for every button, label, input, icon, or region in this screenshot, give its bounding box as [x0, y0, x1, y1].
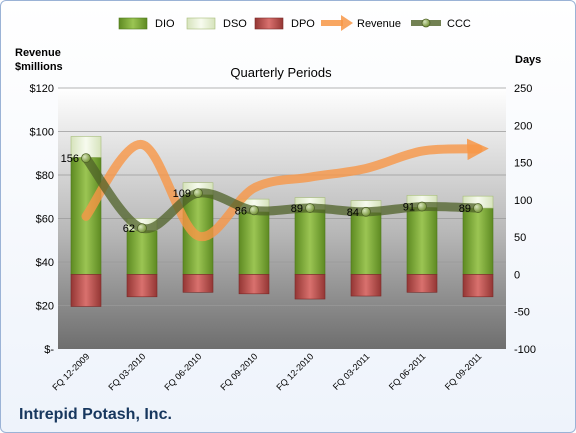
dpo-bar	[350, 274, 382, 297]
revenue-line	[81, 138, 489, 242]
dpo-bar	[294, 274, 326, 300]
data-label-layer: 156 62 109 86 89 84 91 89	[61, 153, 471, 235]
x-tick-label: FQ 09-2010	[218, 351, 259, 392]
legend-label-ccc: CCC	[447, 18, 471, 30]
legend-swatch-dpo	[254, 17, 284, 30]
x-tick-label: FQ 12-2010	[274, 351, 315, 392]
ccc-point	[305, 203, 315, 213]
dpo-bar	[238, 274, 270, 295]
left-tick-label: $100	[30, 127, 54, 139]
left-tick-label: $120	[30, 83, 54, 95]
dpo-bar	[70, 274, 102, 307]
x-tick-label: FQ 03-2010	[106, 351, 147, 392]
x-tick-label: FQ 03-2011	[331, 351, 372, 392]
legend-label-dso: DSO	[223, 18, 247, 30]
dio-bar	[406, 207, 438, 275]
ccc-data-label: 91	[403, 202, 415, 214]
x-tick-label: FQ 09-2011	[443, 351, 484, 392]
right-tick-label: 0	[514, 269, 520, 281]
legend-swatch-dso	[186, 17, 216, 30]
ccc-point	[473, 203, 483, 213]
legend-label-dio: DIO	[155, 18, 175, 30]
chart-title: Quarterly Periods	[230, 65, 332, 80]
x-tick-label: FQ 06-2010	[162, 351, 203, 392]
right-tick-label: -50	[514, 307, 530, 319]
left-tick-label: $40	[36, 257, 54, 269]
right-axis-title: Days	[515, 54, 541, 66]
left-axis-title-line1: Revenue	[15, 47, 61, 59]
ccc-point	[249, 205, 259, 216]
dpo-bar	[182, 274, 214, 293]
ccc-data-label: 89	[291, 203, 303, 215]
dio-bar	[126, 230, 158, 275]
ccc-data-label: 84	[347, 207, 359, 219]
ccc-point	[81, 153, 91, 163]
company-name: Intrepid Potash, Inc.	[19, 406, 172, 423]
dpo-bar	[126, 274, 158, 298]
left-tick-label: $20	[36, 301, 54, 313]
ccc-point	[193, 188, 203, 199]
dio-bar	[238, 211, 270, 275]
legend-swatch-dio	[118, 17, 148, 30]
left-axis-title-line2: $millions	[15, 61, 63, 73]
left-tick-label: $60	[36, 214, 54, 226]
legend: DIO DSO DPO Revenue CCC	[118, 15, 471, 31]
left-tick-label: $80	[36, 170, 54, 182]
dio-bar	[350, 212, 382, 275]
dio-bar	[294, 209, 326, 275]
legend-label-revenue: Revenue	[357, 18, 401, 30]
ccc-data-label: 156	[61, 153, 79, 165]
line-layer	[81, 138, 489, 242]
ccc-data-label: 62	[123, 223, 135, 235]
left-tick-label: $-	[44, 344, 54, 356]
legend-arrow-head	[341, 15, 353, 31]
ccc-data-label: 109	[173, 188, 191, 200]
ccc-point	[361, 206, 371, 217]
x-tick-label: FQ 12-2009	[50, 351, 91, 392]
right-tick-label: 150	[514, 158, 532, 170]
dio-bar	[462, 207, 494, 275]
dpo-bar	[462, 274, 494, 298]
dpo-bar	[406, 274, 438, 293]
right-tick-label: -100	[514, 344, 536, 356]
ccc-data-label: 86	[235, 205, 247, 217]
right-tick-label: 50	[514, 232, 526, 244]
ccc-point	[137, 223, 147, 234]
right-tick-label: 250	[514, 83, 532, 95]
right-tick-label: 100	[514, 195, 532, 207]
ccc-point	[417, 201, 427, 212]
x-tick-label: FQ 06-2011	[387, 351, 428, 392]
right-tick-label: 200	[514, 120, 532, 132]
ccc-data-label: 89	[459, 203, 471, 215]
legend-marker-ccc	[421, 18, 431, 28]
legend-label-dpo: DPO	[291, 18, 315, 30]
